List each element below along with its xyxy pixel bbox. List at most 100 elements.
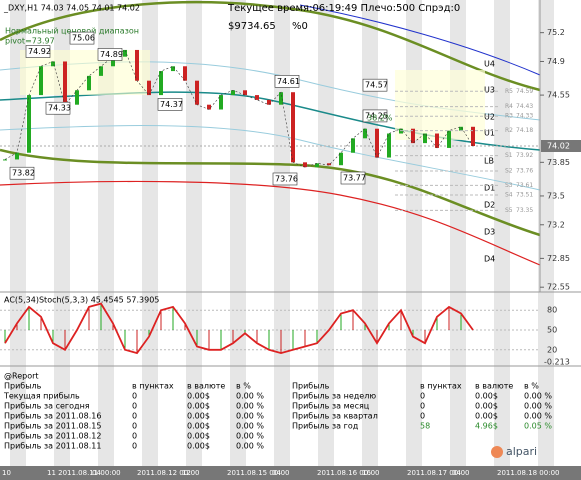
time-label: 11 2011.08.11 00:00 (47, 469, 121, 477)
candle (291, 92, 295, 163)
pivot-value: 73.51 (516, 191, 533, 198)
candle (219, 95, 223, 110)
report-cell: Прибыль за неделю (292, 392, 376, 401)
label-box (9, 166, 35, 180)
report-header: Прибыль (292, 382, 330, 391)
candle (15, 152, 19, 160)
candle (363, 128, 367, 139)
price-label: 74.25 (365, 111, 388, 120)
stoch-line (4, 302, 474, 355)
price-tick-label: 72.55 (547, 283, 570, 292)
candle (423, 133, 427, 144)
osc-title: AC(5,34)Stoch(5,3,3) 45.4545 57.3905 (4, 296, 159, 305)
candle (3, 159, 7, 161)
report-cell: 0.00$ (187, 392, 210, 401)
candle (435, 133, 439, 148)
stripe (274, 0, 290, 466)
candle (447, 130, 451, 148)
current-price: 74.02 (547, 142, 570, 151)
band-label: U2 (484, 113, 495, 122)
candle (27, 95, 31, 153)
pivot-name: R4 (505, 103, 513, 110)
label-box (362, 78, 388, 92)
report-cell: 0.00$ (475, 402, 498, 411)
label-box (69, 31, 95, 45)
status: Текущее время:06:19:49 Плечо:500 Спрэд:0 (227, 3, 460, 14)
band-upper (0, 0, 541, 92)
candle (111, 56, 115, 67)
report-cell: 4.96$ (475, 422, 498, 431)
report-cell: 0.00 % (236, 392, 264, 401)
label-box (45, 101, 71, 115)
report-cell: 0.05 % (524, 422, 552, 431)
time-label: 2011.08.17 00:00 (407, 469, 469, 477)
logo-icon (491, 446, 503, 458)
report-cell: 0.00 % (236, 432, 264, 441)
osc-tick-label: 50 (547, 326, 557, 335)
price-label: 74.33 (48, 104, 71, 113)
candle (231, 90, 235, 96)
time-label: 04 (452, 469, 461, 477)
price-tick-label: 72.85 (547, 254, 570, 263)
balance: $9734.65 (228, 21, 276, 32)
candle (315, 163, 319, 168)
stripe (538, 0, 554, 466)
osc-tick-label: 80 (547, 306, 557, 315)
price-label: 75.06 (72, 34, 95, 43)
report-cell: 0 (132, 432, 137, 441)
candle (255, 95, 259, 100)
stripe (450, 0, 466, 466)
time-label: 2011.08.16 00:00 (317, 469, 379, 477)
price-label: 73.77 (343, 174, 366, 183)
label-box (340, 171, 366, 185)
time-label: 2011.08.12 00:00 (137, 469, 199, 477)
pivot-name: R3 (505, 113, 513, 120)
price-tick-label: 74.9 (547, 57, 565, 66)
report-cell: 0 (132, 402, 137, 411)
time-label: 10 (2, 469, 11, 477)
price-tick-label: 73.85 (547, 158, 570, 167)
report-cell: 0 (132, 412, 137, 421)
report-cell: Текущая прибыль (3, 392, 80, 401)
candle (159, 71, 163, 96)
range-note: Нормальный ценовой диапазон (5, 27, 139, 36)
price-label: 74.61 (277, 77, 300, 86)
label-box (97, 48, 123, 61)
report-cell: Прибыль за 2011.08.16 (4, 412, 101, 421)
report-header: в валюте (187, 382, 225, 391)
report-cell: 0.00$ (475, 412, 498, 421)
band-label: D3 (484, 228, 495, 237)
report-title: @Report (4, 372, 39, 381)
pivot-name: S1 (505, 152, 513, 159)
zone (395, 70, 485, 140)
price-tick-label: 73.5 (547, 191, 565, 200)
price-tick-label: 74.55 (547, 91, 570, 100)
time-label: 04 (92, 469, 101, 477)
candle (87, 75, 91, 91)
report-cell: Прибыль за 2011.08.12 (4, 432, 101, 441)
report-cell: 0.00 % (524, 402, 552, 411)
report-cell: Прибыль за сегодня (4, 402, 90, 411)
label-box (25, 45, 51, 58)
time-label: 2011.08.15 00:00 (227, 469, 289, 477)
band-d4 (0, 180, 541, 266)
report-cell: 58 (420, 422, 430, 431)
report-cell: 0.00 % (236, 442, 264, 451)
time-label: 2011.08.18 00:00 (497, 469, 559, 477)
symbol: _DXY,H1 74.03 74.05 74.01 74.02 (3, 4, 140, 13)
report-cell: 0 (420, 402, 425, 411)
candle (267, 99, 271, 105)
candle (279, 92, 283, 105)
pivot-value: 74.18 (516, 127, 533, 134)
pivot-name: S4 (505, 191, 513, 198)
logo: alpari (506, 445, 537, 458)
price-label: 74.89 (100, 50, 123, 59)
pivot-name: S2 (505, 167, 513, 174)
band-u4 (299, 4, 541, 76)
current-bg (541, 140, 581, 152)
candle (207, 104, 211, 110)
pivot-value: 73.35 (516, 207, 533, 214)
candle (351, 138, 355, 153)
report-cell: 0.00$ (187, 402, 210, 411)
report-cell: 0.00$ (187, 432, 210, 441)
